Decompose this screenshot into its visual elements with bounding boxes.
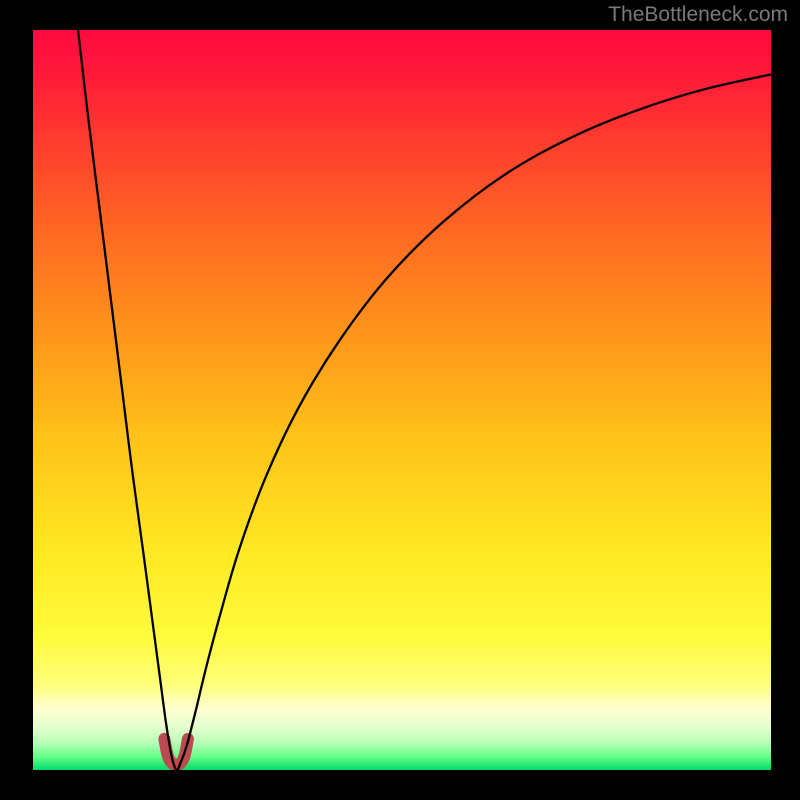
gradient-background xyxy=(33,30,771,770)
bottleneck-plot xyxy=(33,30,771,770)
watermark-text: TheBottleneck.com xyxy=(608,3,788,27)
